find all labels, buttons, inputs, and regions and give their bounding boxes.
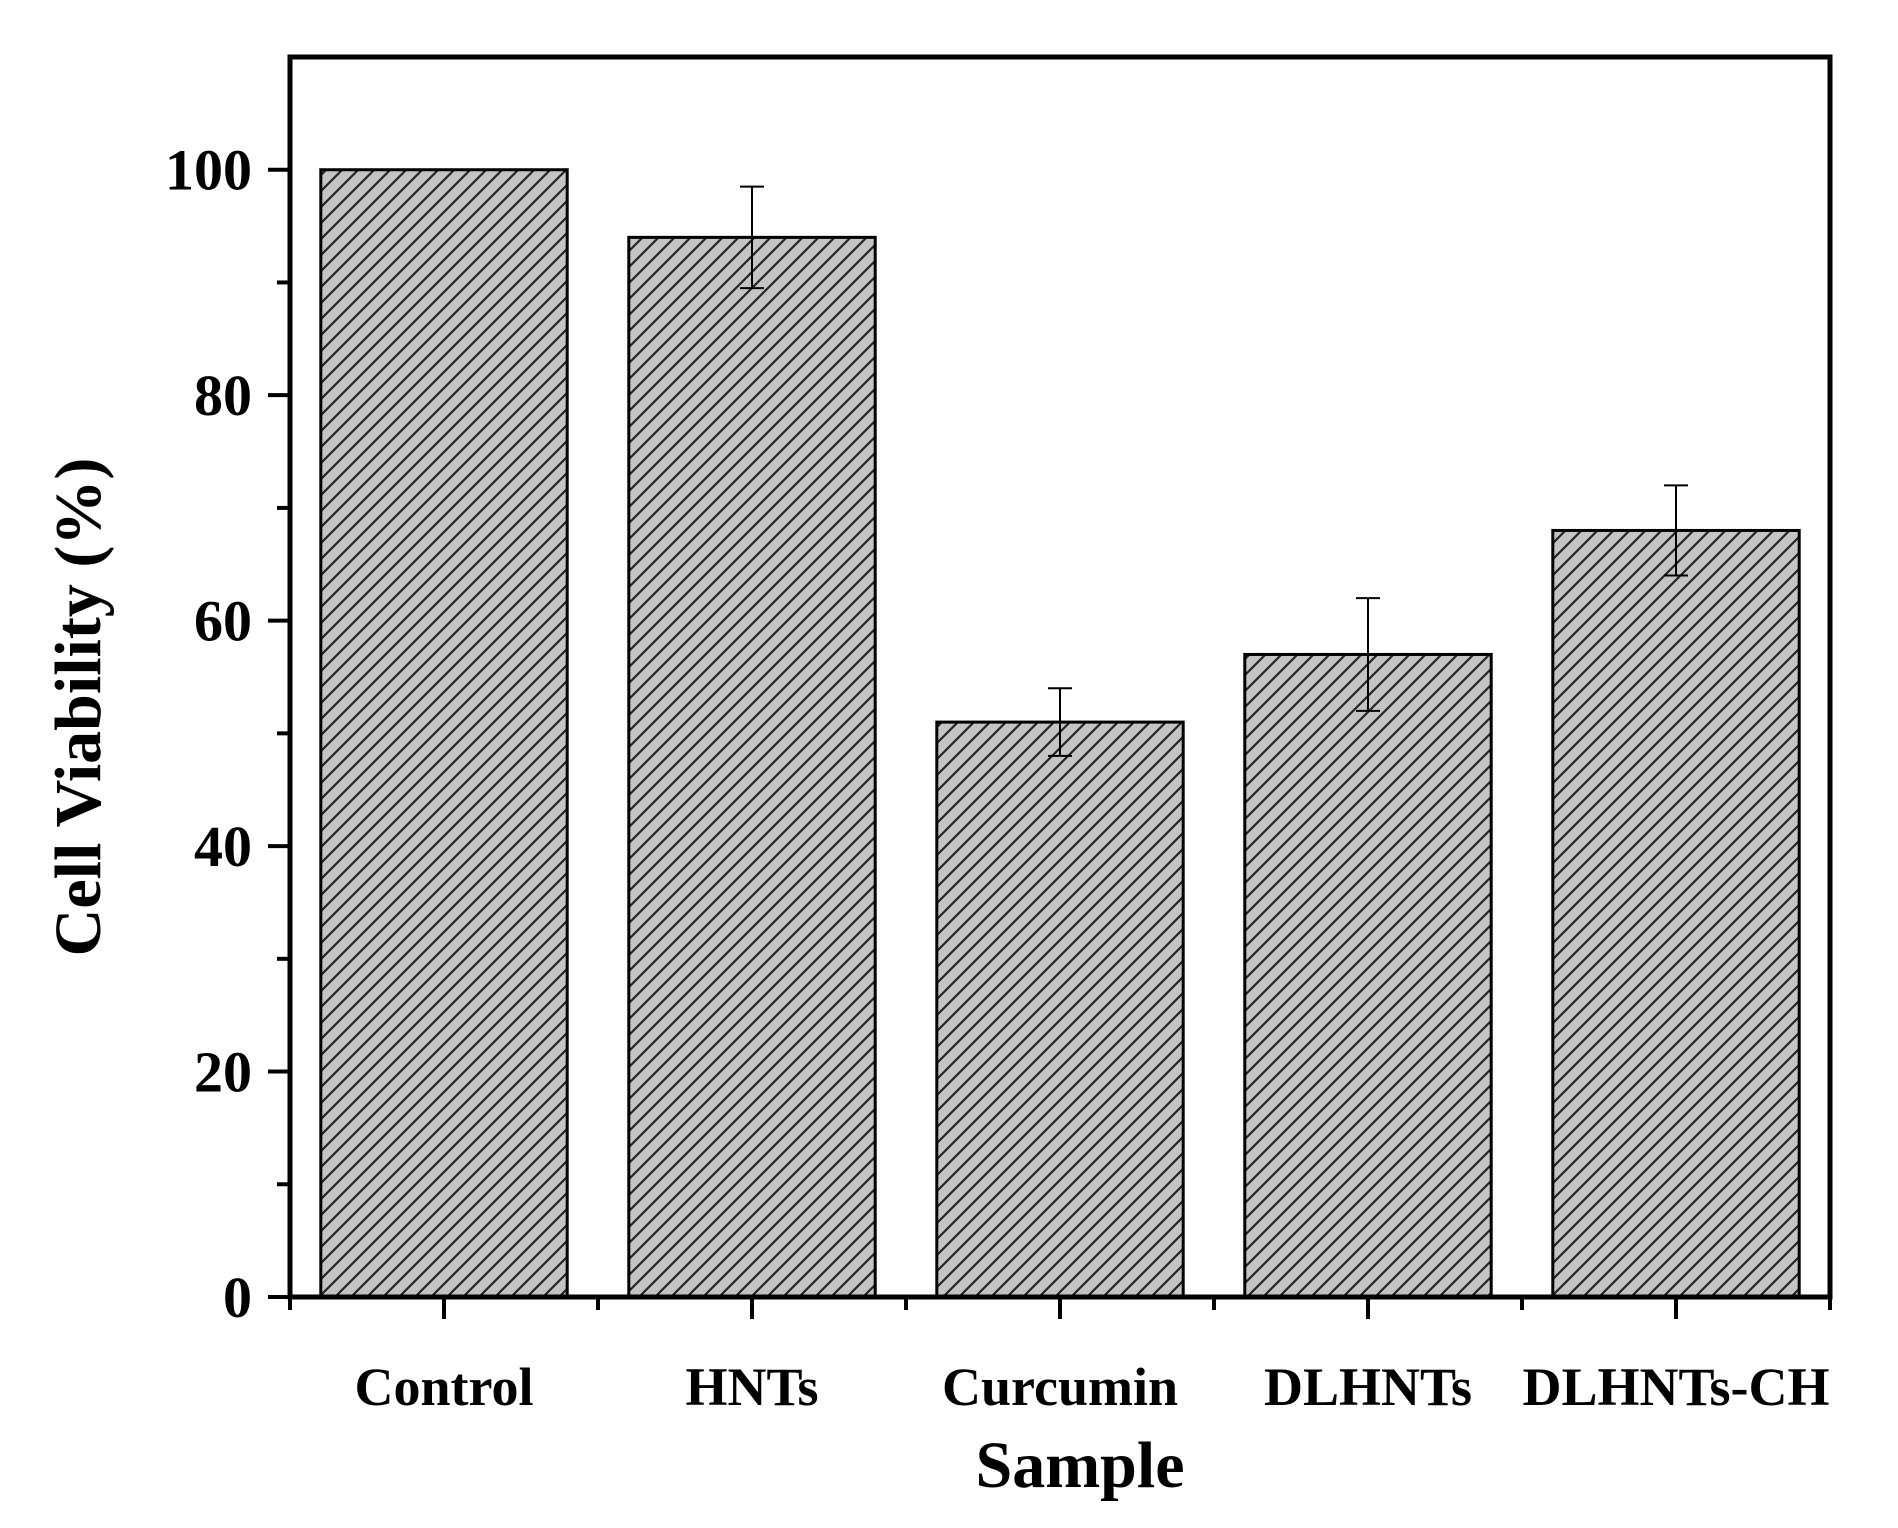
y-tick-label-100: 100 xyxy=(165,138,252,203)
x-tick-label-curcumin: Curcumin xyxy=(942,1357,1178,1417)
error-bar-hnts xyxy=(740,185,764,290)
y-tick-label-40: 40 xyxy=(194,814,252,879)
y-tick-label-80: 80 xyxy=(194,363,252,428)
error-bar-curcumin xyxy=(1048,687,1072,757)
bars-layer xyxy=(319,168,1801,1299)
x-tick-label-control: Control xyxy=(354,1357,533,1417)
bar-control xyxy=(319,168,569,1299)
bar-hnts xyxy=(627,235,877,1299)
x-tick-label-hnts: HNTs xyxy=(685,1357,818,1417)
bar-curcumin xyxy=(935,720,1185,1299)
error-bars-layer xyxy=(740,185,1688,757)
x-tick-label-dlhnts: DLHNTs xyxy=(1264,1357,1472,1417)
x-axis-title: Sample xyxy=(975,1429,1184,1502)
y-tick-label-0: 0 xyxy=(223,1265,252,1330)
y-axis: 0 20 40 60 80 100 xyxy=(165,138,290,1330)
y-axis-title: Cell Viability (%) xyxy=(42,458,115,957)
error-bar-dlhnts xyxy=(1356,597,1380,712)
y-tick-label-20: 20 xyxy=(194,1040,252,1105)
bar-dlhnts xyxy=(1243,652,1493,1299)
x-tick-label-dlhnts-ch: DLHNTs-CH xyxy=(1522,1357,1829,1417)
x-axis: Control HNTs Curcumin DLHNTs DLHNTs-CH xyxy=(288,1297,1832,1417)
y-tick-label-60: 60 xyxy=(194,589,252,654)
bar-dlhnts-ch xyxy=(1551,528,1801,1299)
error-bar-dlhnts-ch xyxy=(1664,484,1688,577)
